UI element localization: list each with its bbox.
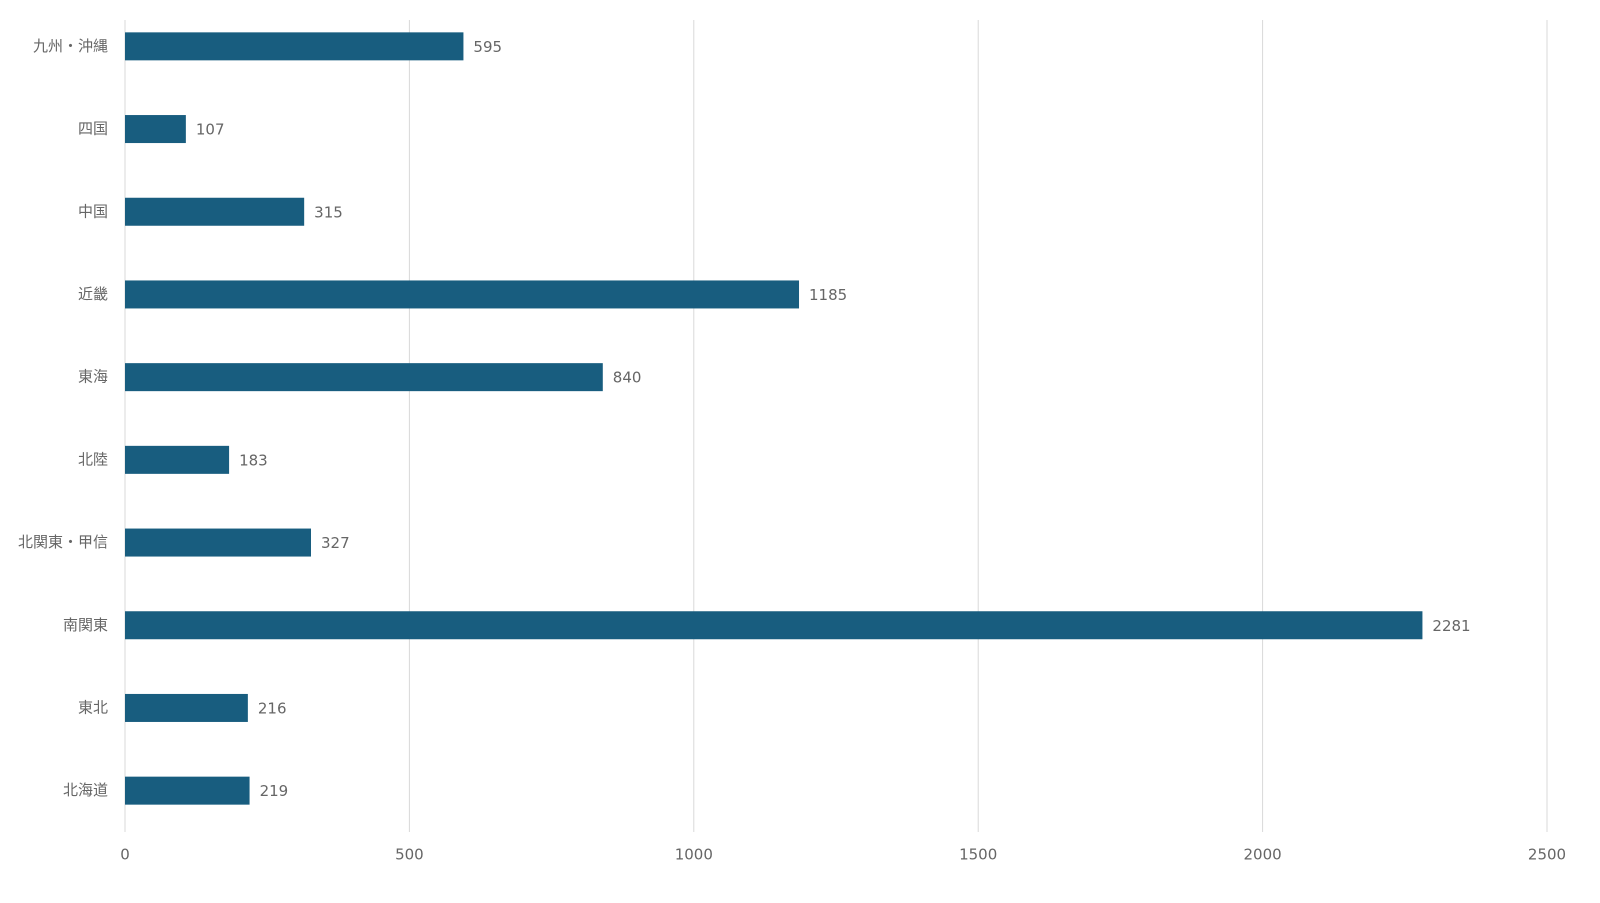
y-tick-label: 九州・沖縄	[33, 37, 108, 55]
value-label: 216	[258, 699, 287, 717]
x-tick-label: 2500	[1528, 846, 1566, 864]
y-tick-label: 中国	[78, 202, 108, 220]
x-tick-label: 1000	[675, 846, 713, 864]
value-label: 315	[314, 203, 343, 221]
x-tick-label: 500	[395, 846, 424, 864]
y-tick-label: 北海道	[63, 781, 108, 799]
bar	[125, 693, 248, 722]
bar	[125, 363, 603, 392]
value-label: 595	[473, 38, 502, 56]
value-label: 107	[196, 121, 225, 139]
bar	[125, 115, 186, 144]
bar	[125, 528, 311, 557]
bar	[125, 280, 800, 309]
value-label: 2281	[1432, 617, 1470, 635]
bar	[125, 611, 1423, 640]
value-label: 327	[321, 534, 350, 552]
y-tick-label: 北関東・甲信	[18, 533, 108, 551]
value-label: 840	[613, 369, 642, 387]
bar	[125, 32, 464, 61]
y-tick-label: 四国	[78, 120, 108, 138]
bar	[125, 197, 305, 226]
y-tick-label: 東海	[78, 368, 108, 386]
value-label: 183	[239, 451, 268, 469]
y-tick-label: 東北	[78, 698, 108, 716]
bar	[125, 776, 250, 805]
x-tick-label: 2000	[1244, 846, 1282, 864]
x-tick-label: 0	[120, 846, 130, 864]
y-tick-label: 近畿	[78, 285, 108, 303]
y-tick-label: 北陸	[78, 450, 108, 468]
y-tick-label: 南関東	[63, 616, 108, 634]
x-tick-label: 1500	[959, 846, 997, 864]
value-label: 219	[260, 782, 289, 800]
value-label: 1185	[809, 286, 847, 304]
bar	[125, 445, 230, 474]
